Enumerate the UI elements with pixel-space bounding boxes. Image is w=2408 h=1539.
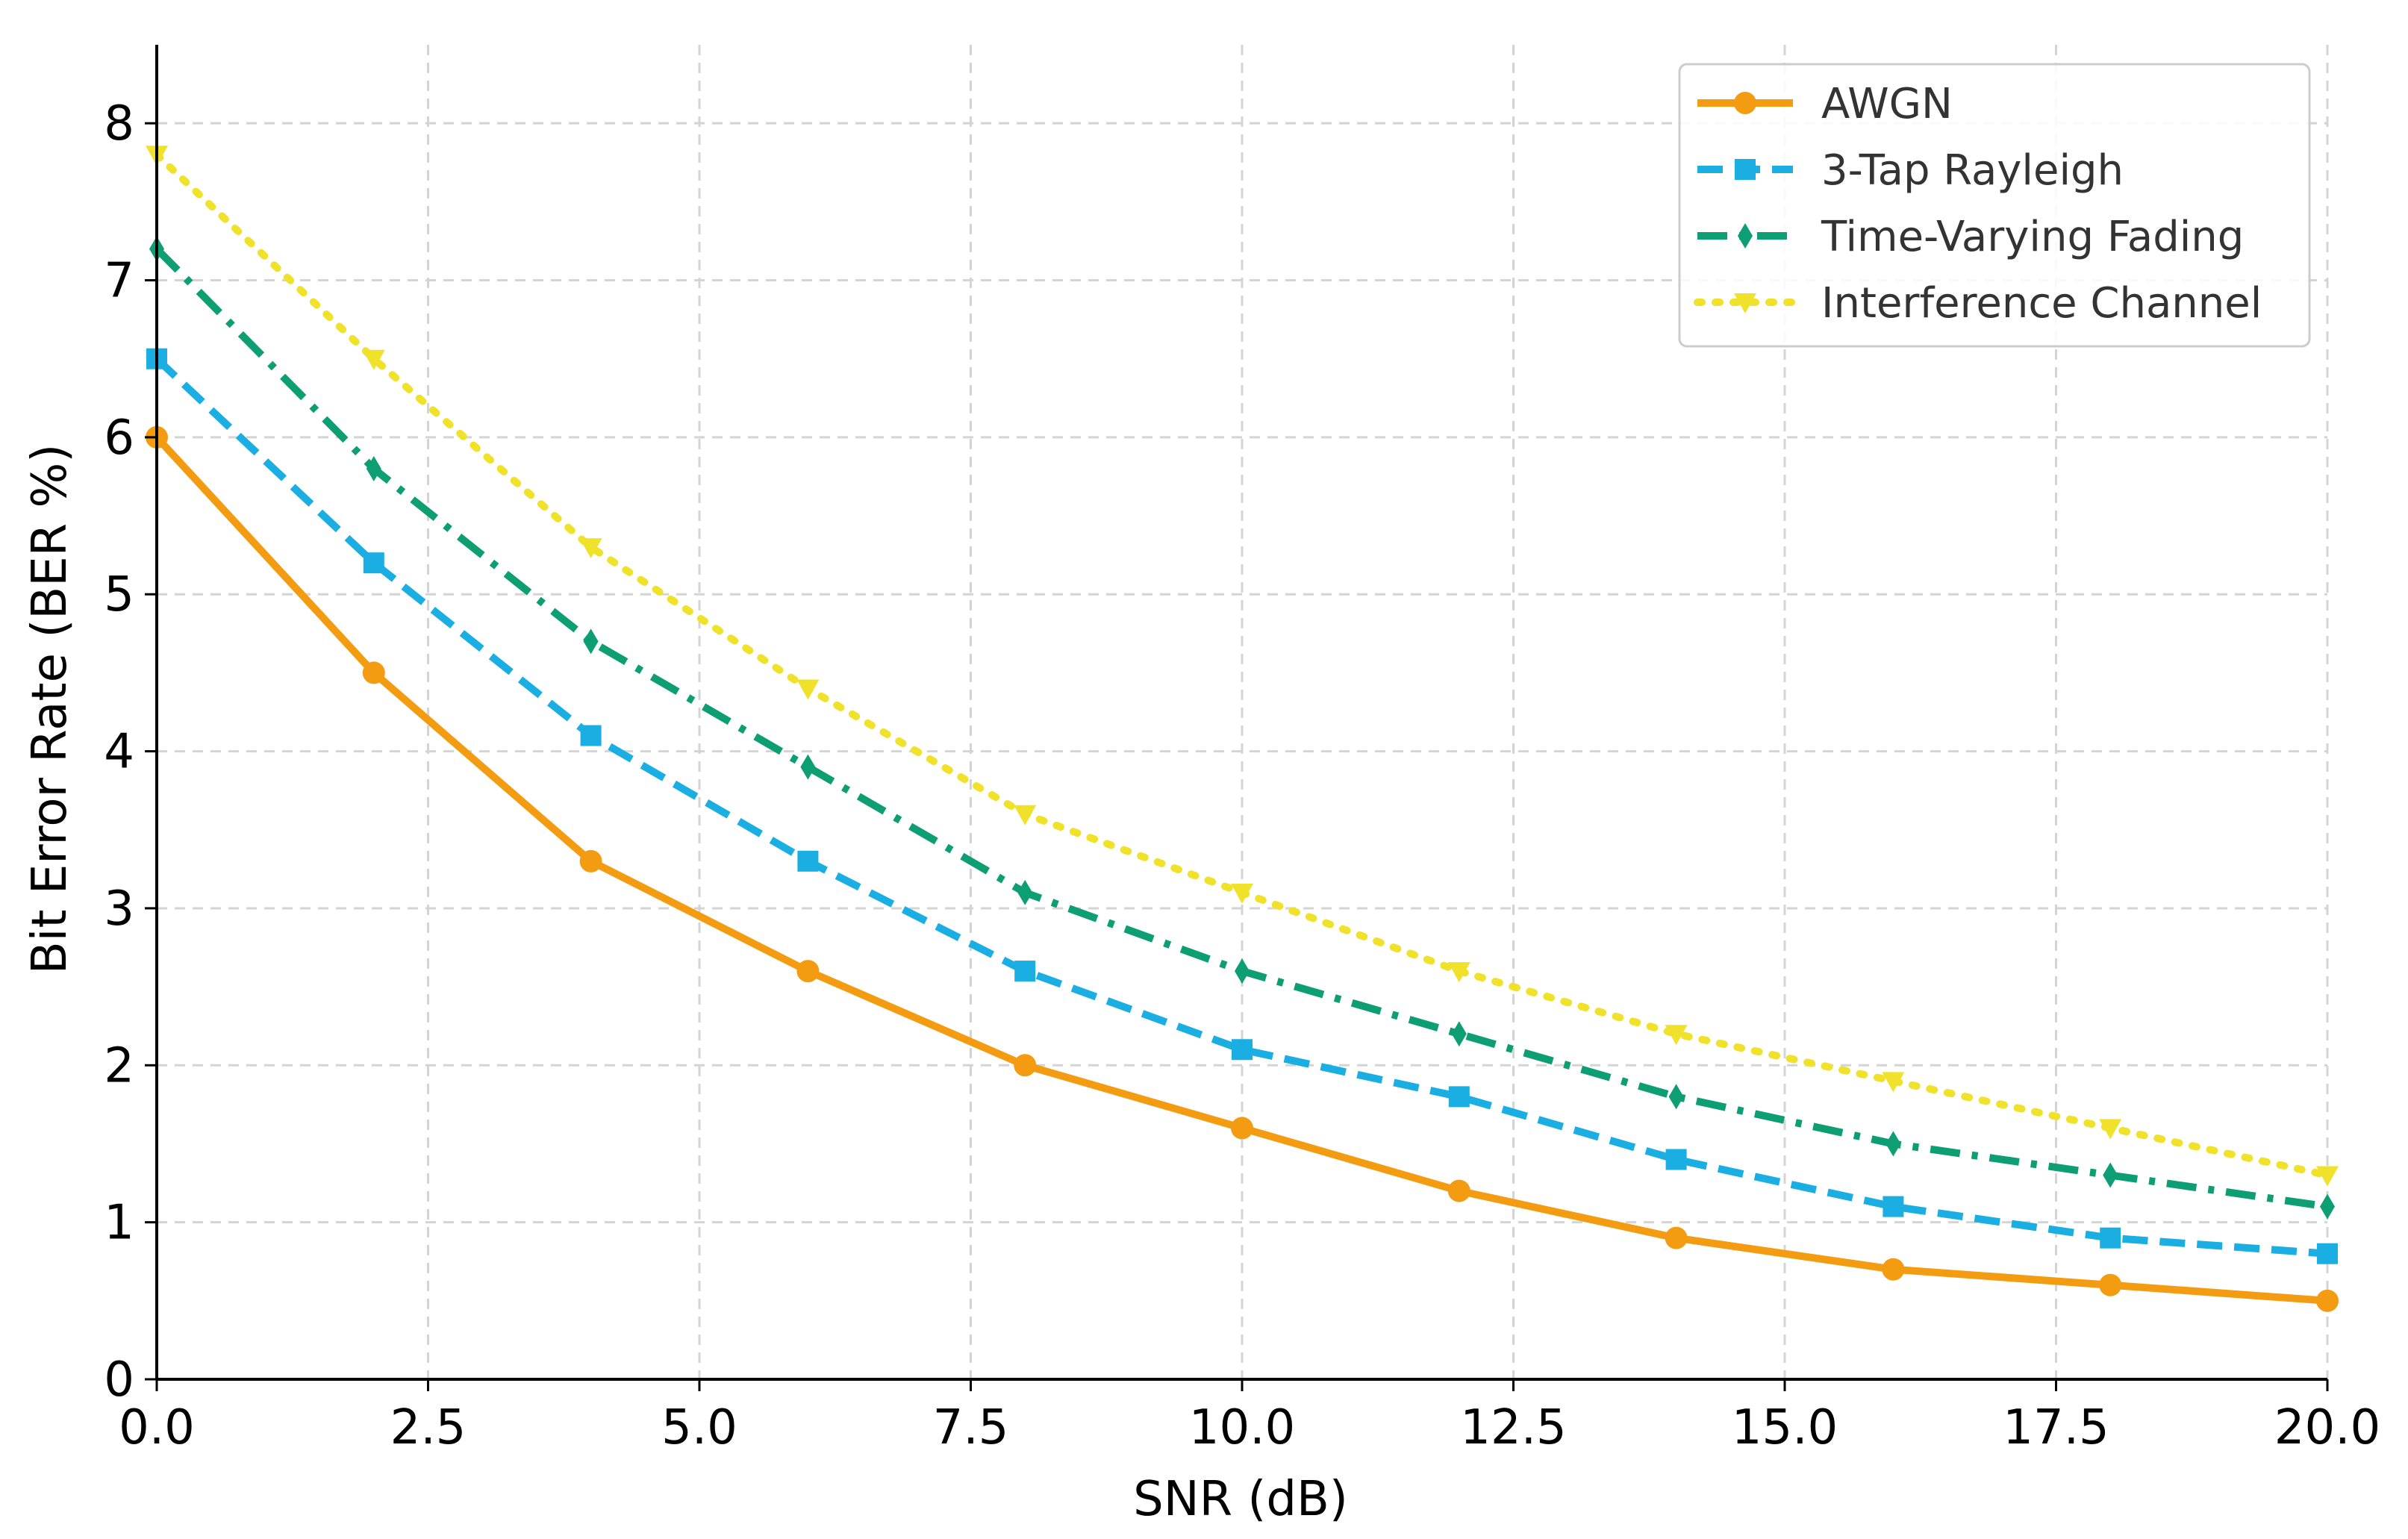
x-axis-title: SNR (dB) (1133, 1472, 1348, 1527)
data-point-interference-channel (1447, 962, 1470, 983)
x-tick-label: 10.0 (1189, 1400, 1296, 1455)
y-tick-label: 8 (104, 96, 134, 152)
data-point-time-varying-fading (1451, 1021, 1467, 1047)
data-point-time-varying-fading (1235, 958, 1250, 984)
data-point-awgn (579, 849, 602, 872)
data-point-awgn (1014, 1054, 1037, 1077)
y-tick-label: 2 (104, 1038, 134, 1093)
data-point-time-varying-fading (366, 455, 381, 481)
data-point-3-tap-rayleigh (580, 725, 602, 746)
y-tick-label: 6 (104, 410, 134, 466)
data-point-interference-channel (1882, 1072, 1905, 1093)
legend-label: Time-Varying Fading (1821, 213, 2244, 261)
legend-entry-time-varying-fading: Time-Varying Fading (1697, 213, 2244, 261)
y-axis-title: Bit Error Rate (BER %) (22, 444, 78, 974)
series-awgn (146, 425, 2339, 1312)
data-point-interference-channel (1014, 805, 1037, 825)
legend-box (1678, 63, 2311, 348)
data-point-interference-channel (1665, 1025, 1688, 1046)
data-point-awgn (362, 661, 385, 684)
legend-label: 3-Tap Rayleigh (1821, 146, 2124, 195)
y-tick-label: 5 (104, 567, 134, 622)
y-tick-label: 4 (104, 725, 134, 780)
x-tick-label: 5.0 (661, 1400, 737, 1455)
data-point-interference-channel (2316, 1166, 2339, 1187)
x-tick-label: 15.0 (1732, 1400, 1838, 1455)
y-tick-label: 1 (104, 1196, 134, 1251)
data-point-awgn (1665, 1226, 1688, 1249)
x-tick-label: 12.5 (1460, 1400, 1567, 1455)
data-point-awgn (796, 960, 820, 983)
x-tick-label: 2.5 (390, 1400, 467, 1455)
legend-swatch-marker (1735, 159, 1756, 180)
data-point-time-varying-fading (2103, 1162, 2118, 1188)
data-point-3-tap-rayleigh (1232, 1039, 1253, 1061)
data-point-interference-channel (1231, 883, 1253, 904)
data-point-awgn (1447, 1179, 1470, 1202)
legend-swatch-marker (1738, 223, 1753, 249)
data-point-awgn (2099, 1273, 2122, 1296)
data-point-interference-channel (579, 538, 602, 559)
legend-swatch-marker (1734, 293, 1756, 313)
y-tick-label: 3 (104, 881, 134, 937)
x-tick-label: 20.0 (2274, 1400, 2381, 1455)
x-tick-label: 17.5 (2003, 1400, 2109, 1455)
legend-entry-interference-channel: Interference Channel (1694, 279, 2262, 328)
data-point-time-varying-fading (1668, 1084, 1684, 1110)
series-lines (146, 146, 2339, 1312)
y-tick-label: 7 (104, 254, 134, 309)
data-point-time-varying-fading (2320, 1193, 2335, 1220)
series-3-tap-rayleigh (146, 348, 2338, 1264)
data-point-awgn (1231, 1117, 1253, 1140)
axes (145, 45, 2329, 1391)
data-point-3-tap-rayleigh (1883, 1196, 1904, 1217)
data-point-awgn (2316, 1289, 2339, 1312)
legend-label: Interference Channel (1821, 279, 2262, 328)
data-point-3-tap-rayleigh (363, 552, 384, 574)
legend-label: AWGN (1821, 80, 1953, 128)
series-interference-channel (146, 146, 2339, 1187)
data-point-interference-channel (796, 679, 820, 700)
legend-entry-3-tap-rayleigh: 3-Tap Rayleigh (1697, 146, 2124, 195)
data-point-3-tap-rayleigh (2100, 1227, 2121, 1249)
legend-entry-awgn: AWGN (1697, 80, 1953, 128)
data-point-awgn (1882, 1258, 1905, 1281)
data-point-interference-channel (2099, 1119, 2122, 1140)
data-point-3-tap-rayleigh (2317, 1243, 2338, 1264)
data-point-3-tap-rayleigh (797, 850, 819, 872)
legend-swatch-marker (1734, 92, 1756, 114)
y-tick-label: 0 (104, 1352, 134, 1408)
data-point-time-varying-fading (800, 754, 816, 780)
x-tick-label: 7.5 (933, 1400, 1009, 1455)
data-point-3-tap-rayleigh (1014, 961, 1036, 982)
data-point-time-varying-fading (583, 628, 599, 655)
data-point-time-varying-fading (1017, 879, 1033, 905)
x-tick-label: 0.0 (119, 1400, 195, 1455)
data-point-3-tap-rayleigh (1448, 1086, 1470, 1108)
tick-labels: 0.0 2.5 5.0 7.5 10.0 12.5 15.0 17.5 20.0 0 1 2 3 4 5 6 7… (104, 96, 2380, 1455)
data-point-interference-channel (362, 349, 385, 370)
data-point-3-tap-rayleigh (1665, 1149, 1687, 1170)
data-point-time-varying-fading (1885, 1131, 1901, 1157)
legend: AWGN 3-Tap Rayleigh Time-Varying Fading Int… (1678, 63, 2311, 348)
